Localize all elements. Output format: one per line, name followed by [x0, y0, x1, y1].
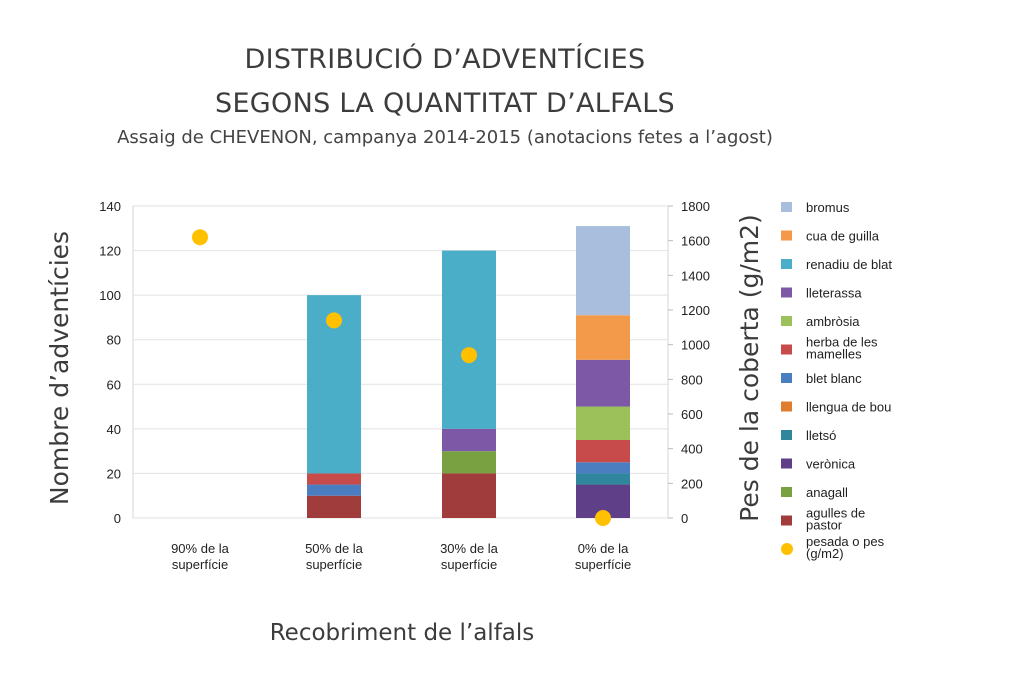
bar-segment — [576, 359, 630, 407]
legend-label: cua de guilla — [806, 229, 880, 244]
legend-label: ambròsia — [806, 314, 860, 329]
weight-point — [326, 312, 342, 329]
legend-swatch — [781, 515, 792, 526]
legend-swatch — [781, 344, 792, 355]
legend-swatch — [781, 202, 792, 212]
legend-label: blet blanc — [806, 371, 862, 386]
legend-swatch — [781, 373, 792, 383]
legend-swatch — [781, 430, 792, 440]
y-tick-label-left: 80 — [107, 333, 121, 348]
legend-label: lleterassa — [806, 286, 862, 301]
legend-label: anagall — [806, 485, 848, 500]
y-tick-label-right: 800 — [681, 372, 703, 387]
y-tick-label-right: 400 — [681, 442, 703, 457]
bar-segment — [442, 428, 496, 452]
x-tick-label: 0% de la — [578, 541, 629, 556]
bar-segment — [576, 315, 630, 360]
legend-label: pastor — [806, 518, 843, 533]
bar-segment — [442, 473, 496, 518]
y-tick-label-right: 1200 — [681, 303, 710, 318]
weight-point — [595, 510, 611, 526]
x-tick-label: 50% de la — [305, 541, 364, 556]
y-axis-title-right: Pes de la coberta (g/m2) — [735, 214, 764, 522]
y-tick-label-left: 120 — [99, 244, 121, 259]
bar-segment — [576, 473, 630, 485]
bar-segment — [307, 473, 361, 485]
bar-segment — [307, 484, 361, 496]
legend-swatch — [781, 458, 792, 469]
y-axis-title-left: Nombre d’adventícies — [45, 231, 74, 505]
x-axis-title: Recobriment de l’alfals — [270, 620, 535, 646]
chart-title-line-2: SEGONS LA QUANTITAT D’ALFALS — [215, 88, 675, 119]
legend-label: agulles de — [806, 506, 865, 521]
legend-swatch — [781, 487, 792, 497]
legend-swatch — [781, 259, 792, 269]
y-tick-label-left: 0 — [114, 511, 121, 526]
chart-title-line-1: DISTRIBUCIÓ D’ADVENTÍCIES — [244, 44, 646, 75]
legend-swatch — [781, 316, 792, 326]
y-tick-label-right: 0 — [681, 511, 688, 526]
x-tick-label: superfície — [575, 557, 631, 572]
y-tick-label-left: 40 — [107, 422, 121, 437]
y-tick-label-right: 1400 — [681, 268, 710, 283]
x-tick-label: superfície — [306, 557, 362, 572]
bar-segment — [576, 226, 630, 316]
y-tick-label-left: 60 — [107, 377, 121, 392]
legend-swatch — [781, 401, 792, 412]
legend-swatch — [781, 287, 792, 298]
bar-segment — [576, 406, 630, 440]
y-tick-label-right: 1600 — [681, 234, 710, 249]
bar-segment — [307, 495, 361, 518]
x-tick-label: 90% de la — [171, 541, 230, 556]
legend-label: verònica — [806, 457, 856, 472]
chart-subtitle: Assaig de CHEVENON, campanya 2014-2015 (… — [117, 127, 773, 148]
legend-swatch — [781, 230, 792, 241]
legend-label: herba de les — [806, 335, 878, 350]
legend-label: bromus — [806, 200, 850, 215]
y-tick-label-left: 20 — [107, 466, 121, 481]
bar-segment — [442, 250, 496, 429]
weight-point — [461, 347, 477, 364]
x-tick-label: 30% de la — [440, 541, 499, 556]
y-tick-label-right: 200 — [681, 476, 703, 491]
legend-label: lletsó — [806, 428, 836, 443]
bar-segment — [576, 462, 630, 474]
weight-point — [192, 229, 208, 246]
legend-label: (g/m2) — [806, 546, 844, 561]
legend-label: llengua de bou — [806, 400, 891, 415]
legend-marker — [781, 543, 793, 555]
y-tick-label-left: 140 — [99, 199, 121, 214]
x-tick-label: superfície — [172, 557, 228, 572]
y-tick-label-right: 600 — [681, 407, 703, 422]
legend-label: pesada o pes — [806, 534, 885, 549]
y-tick-label-right: 1000 — [681, 338, 710, 353]
bar-segment — [442, 451, 496, 474]
bar-segment — [576, 440, 630, 463]
y-tick-label-left: 100 — [99, 288, 121, 303]
legend-label: renadiu de blat — [806, 257, 892, 272]
x-tick-label: superfície — [441, 557, 497, 572]
y-tick-label-right: 1800 — [681, 199, 710, 214]
legend-label: mamelles — [806, 347, 862, 362]
